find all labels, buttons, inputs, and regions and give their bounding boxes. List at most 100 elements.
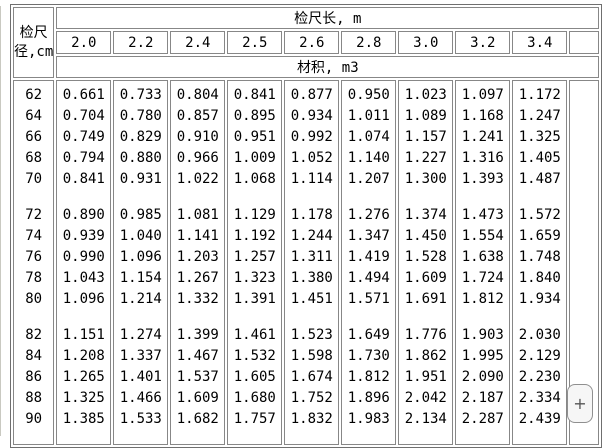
volume-value: 1.207 xyxy=(347,171,390,187)
volume-value: 1.178 xyxy=(290,207,333,223)
corner-header-line2: 径,cm xyxy=(14,43,54,60)
data-row: 62 64 66 68 70 72 74 76 78 80 82 84 86 88 90 0.661 0.704… xyxy=(13,80,600,445)
group-gap xyxy=(57,190,110,205)
group-gap xyxy=(342,190,395,205)
volume-value: 1.605 xyxy=(233,369,276,385)
volume-value: 1.157 xyxy=(404,129,447,145)
diameter-value: 66 xyxy=(25,129,43,145)
volume-value: 0.890 xyxy=(62,207,105,223)
volume-value: 1.208 xyxy=(62,348,105,364)
volume-value: 0.951 xyxy=(233,129,276,145)
volume-value: 0.966 xyxy=(176,150,219,166)
volume-value: 1.680 xyxy=(233,390,276,406)
volume-value: 1.405 xyxy=(518,150,561,166)
volume-value: 2.439 xyxy=(518,411,561,427)
volume-value: 1.896 xyxy=(347,390,390,406)
volume-column-2.2: 0.733 0.780 0.829 0.880 0.931 0.985 1.040 1.096… xyxy=(113,80,169,445)
volume-value: 1.074 xyxy=(347,129,390,145)
volume-value: 0.733 xyxy=(119,87,162,103)
group-gap xyxy=(513,310,566,325)
volume-value: 0.749 xyxy=(62,129,105,145)
volume-value: 1.214 xyxy=(119,291,162,307)
volume-value: 2.129 xyxy=(518,348,561,364)
volume-value: 2.230 xyxy=(518,369,561,385)
volume-value: 1.129 xyxy=(233,207,276,223)
diameter-value: 86 xyxy=(25,369,43,385)
volume-value: 1.043 xyxy=(62,270,105,286)
volume-value: 1.052 xyxy=(290,150,333,166)
volume-value: 1.862 xyxy=(404,348,447,364)
volume-value: 1.172 xyxy=(518,87,561,103)
volume-value: 1.089 xyxy=(404,108,447,124)
volume-value: 1.934 xyxy=(518,291,561,307)
volume-column-3.2: 1.097 1.168 1.241 1.316 1.393 1.473 1.554 1.638… xyxy=(455,80,511,445)
volume-value: 1.168 xyxy=(461,108,504,124)
volume-value: 0.780 xyxy=(119,108,162,124)
diameter-value: 88 xyxy=(25,390,43,406)
column-header-spacer xyxy=(569,31,600,54)
volume-value: 1.097 xyxy=(461,87,504,103)
volume-value: 1.494 xyxy=(347,270,390,286)
group-gap xyxy=(171,310,224,325)
volume-value: 0.841 xyxy=(62,171,105,187)
volume-column-2.8: 0.950 1.011 1.074 1.140 1.207 1.276 1.347 1.419… xyxy=(341,80,397,445)
volume-value: 1.023 xyxy=(404,87,447,103)
volume-value: 1.391 xyxy=(233,291,276,307)
volume-value: 1.533 xyxy=(119,411,162,427)
volume-value: 1.659 xyxy=(518,228,561,244)
volume-value: 1.192 xyxy=(233,228,276,244)
volume-value: 1.022 xyxy=(176,171,219,187)
cutoff-left-element xyxy=(0,6,1,436)
volume-value: 0.990 xyxy=(62,249,105,265)
diameter-value: 84 xyxy=(25,348,43,364)
group-gap xyxy=(285,190,338,205)
zoom-in-button[interactable]: + xyxy=(567,384,593,423)
volume-value: 1.393 xyxy=(461,171,504,187)
volume-value: 0.794 xyxy=(62,150,105,166)
group-gap xyxy=(114,190,167,205)
group-gap xyxy=(57,310,110,325)
diameter-value: 76 xyxy=(25,249,43,265)
volume-value: 1.154 xyxy=(119,270,162,286)
group-gap xyxy=(171,190,224,205)
volume-value: 1.832 xyxy=(290,411,333,427)
diameter-value: 68 xyxy=(25,150,43,166)
column-header-2.5: 2.5 xyxy=(227,31,283,54)
volume-value: 1.609 xyxy=(176,390,219,406)
volume-value: 1.203 xyxy=(176,249,219,265)
volume-value: 1.466 xyxy=(119,390,162,406)
volume-value: 1.812 xyxy=(461,291,504,307)
group-gap xyxy=(399,310,452,325)
volume-value: 1.151 xyxy=(62,327,105,343)
volume-value: 0.804 xyxy=(176,87,219,103)
group-gap xyxy=(342,310,395,325)
volume-value: 1.332 xyxy=(176,291,219,307)
volume-value: 1.140 xyxy=(347,150,390,166)
diameter-value: 72 xyxy=(25,207,43,223)
volume-value: 1.325 xyxy=(62,390,105,406)
volume-column-3.4: 1.172 1.247 1.325 1.405 1.487 1.572 1.659 1.748… xyxy=(512,80,568,445)
volume-value: 1.951 xyxy=(404,369,447,385)
column-header-3.2: 3.2 xyxy=(455,31,511,54)
group-gap xyxy=(456,190,509,205)
volume-value: 1.451 xyxy=(290,291,333,307)
volume-value: 1.674 xyxy=(290,369,333,385)
volume-value: 1.276 xyxy=(347,207,390,223)
diameter-value: 82 xyxy=(25,327,43,343)
volume-value: 1.730 xyxy=(347,348,390,364)
volume-value: 1.995 xyxy=(461,348,504,364)
volume-value: 1.241 xyxy=(461,129,504,145)
volume-column-2.5: 0.841 0.895 0.951 1.009 1.068 1.129 1.192 1.257… xyxy=(227,80,283,445)
column-header-2.6: 2.6 xyxy=(284,31,340,54)
volume-value: 1.473 xyxy=(461,207,504,223)
volume-value: 1.009 xyxy=(233,150,276,166)
volume-value: 1.399 xyxy=(176,327,219,343)
volume-column-3.0: 1.023 1.089 1.157 1.227 1.300 1.374 1.450 1.528… xyxy=(398,80,454,445)
group-gap xyxy=(14,190,53,205)
diameter-value: 90 xyxy=(25,411,43,427)
volume-value: 1.487 xyxy=(518,171,561,187)
volume-value: 2.187 xyxy=(461,390,504,406)
volume-value: 1.649 xyxy=(347,327,390,343)
group-gap xyxy=(285,310,338,325)
volume-value: 2.134 xyxy=(404,411,447,427)
